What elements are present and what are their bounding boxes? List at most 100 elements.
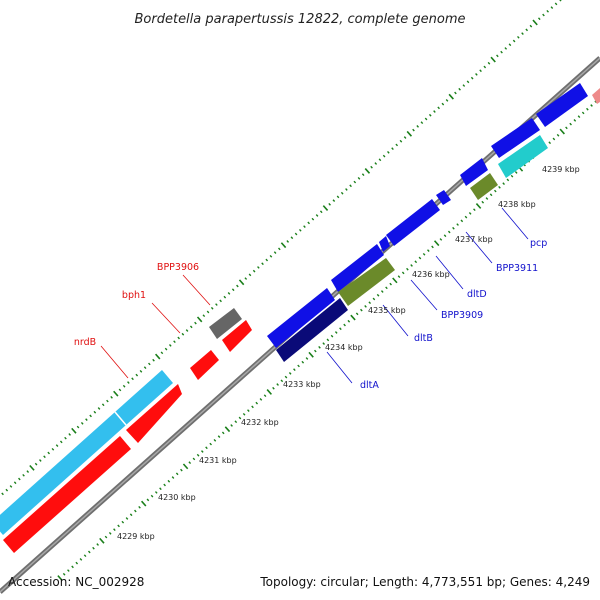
tick-mark xyxy=(138,505,141,509)
tick-mark xyxy=(297,364,300,368)
gene-BPP3909-blue[interactable] xyxy=(379,236,390,252)
tick-mark xyxy=(556,133,560,137)
tick-mark xyxy=(227,292,231,295)
tick-mark xyxy=(248,273,252,277)
tick-mark xyxy=(343,323,346,327)
tick-mark xyxy=(294,232,298,236)
gene-dltA-blue[interactable] xyxy=(267,288,335,348)
gene-red-long[interactable] xyxy=(3,436,131,553)
tick-mark xyxy=(273,251,277,254)
tick-mark xyxy=(224,426,231,433)
tick-mark xyxy=(55,444,59,447)
tick-mark xyxy=(392,277,398,284)
tick-mark xyxy=(139,370,143,373)
tick-mark xyxy=(315,214,319,217)
tick-mark xyxy=(202,314,206,318)
tick-mark xyxy=(330,334,334,338)
tick-mark xyxy=(468,212,472,215)
tick-mark xyxy=(485,197,489,200)
kbp-label: 4237 kbp xyxy=(455,235,493,244)
gene-bph1-pair[interactable] xyxy=(126,384,182,443)
tick-mark xyxy=(206,310,210,314)
gene-label-dltB: dltB xyxy=(414,333,433,344)
tick-mark xyxy=(448,93,454,100)
tick-mark xyxy=(462,84,466,87)
tick-mark xyxy=(221,431,225,435)
tick-mark xyxy=(508,43,512,47)
tick-mark xyxy=(389,282,392,286)
tick-mark xyxy=(223,295,227,299)
tick-mark xyxy=(200,450,204,453)
tick-mark xyxy=(414,260,418,264)
tick-mark xyxy=(150,494,154,498)
tick-mark xyxy=(263,394,267,398)
gene-blue-upper-2[interactable] xyxy=(536,83,588,127)
tick-mark xyxy=(101,403,105,407)
kbp-label: 4234 kbp xyxy=(325,343,363,352)
gene-BPP3911[interactable] xyxy=(470,173,498,200)
tick-mark xyxy=(38,459,42,462)
tick-mark xyxy=(542,13,545,17)
tick-mark xyxy=(5,488,9,492)
tick-mark xyxy=(487,61,491,65)
gene-dltB[interactable] xyxy=(338,258,395,306)
tick-mark xyxy=(99,537,105,544)
tick-mark xyxy=(308,351,314,358)
tick-mark xyxy=(433,110,436,113)
outer-tick-track xyxy=(1,0,562,496)
gene-pink-edge[interactable] xyxy=(592,88,600,104)
tick-mark xyxy=(376,293,380,297)
tick-mark xyxy=(148,362,151,366)
kbp-label: 4232 kbp xyxy=(241,418,279,427)
tick-mark xyxy=(121,520,125,524)
tick-mark xyxy=(213,438,217,442)
tick-mark xyxy=(403,136,407,139)
tick-mark xyxy=(131,377,134,381)
gene-pcp-blue[interactable] xyxy=(460,158,488,186)
tick-mark xyxy=(512,39,516,43)
tick-mark xyxy=(146,498,150,502)
tick-mark xyxy=(276,383,279,386)
gene-BPP3906[interactable] xyxy=(209,308,242,339)
gene-dltD[interactable] xyxy=(386,199,440,246)
gene-BPP3911-blue[interactable] xyxy=(436,190,451,205)
tick-mark xyxy=(259,398,263,401)
tick-mark xyxy=(288,372,292,375)
tick-mark xyxy=(265,258,269,262)
tick-mark xyxy=(113,390,119,397)
tick-mark xyxy=(261,262,264,266)
tick-mark xyxy=(433,240,440,247)
tick-mark xyxy=(370,165,373,169)
tick-mark xyxy=(234,420,238,424)
tick-mark xyxy=(159,487,162,491)
tick-mark xyxy=(113,528,116,531)
tick-mark xyxy=(504,47,508,50)
tick-mark xyxy=(1,492,4,496)
tick-mark xyxy=(57,575,63,581)
gene-nrdB[interactable] xyxy=(0,370,173,535)
kbp-label: 4229 kbp xyxy=(117,532,155,541)
tick-mark xyxy=(378,158,382,162)
tick-mark xyxy=(247,409,250,412)
kbp-label: 4235 kbp xyxy=(368,306,406,315)
gene-pcp[interactable] xyxy=(498,135,548,178)
tick-mark xyxy=(284,375,288,379)
tick-mark xyxy=(525,28,529,32)
gene-bph1[interactable] xyxy=(190,350,219,380)
tick-mark xyxy=(334,331,338,334)
tick-mark xyxy=(64,436,67,440)
gene-dltB-blue[interactable] xyxy=(331,244,384,292)
tick-mark xyxy=(96,543,99,546)
gene-BPP3906-red[interactable] xyxy=(222,320,252,352)
tick-mark xyxy=(581,111,585,115)
gene-dltA[interactable] xyxy=(276,298,348,362)
gene-label-dltD: dltD xyxy=(467,289,487,300)
tick-mark xyxy=(422,252,426,256)
tick-mark xyxy=(349,184,352,188)
tick-mark xyxy=(439,238,443,241)
tick-mark xyxy=(470,76,474,80)
tick-mark xyxy=(127,381,130,384)
gene-blue-upper-1[interactable] xyxy=(491,118,540,158)
tick-mark xyxy=(92,546,95,550)
